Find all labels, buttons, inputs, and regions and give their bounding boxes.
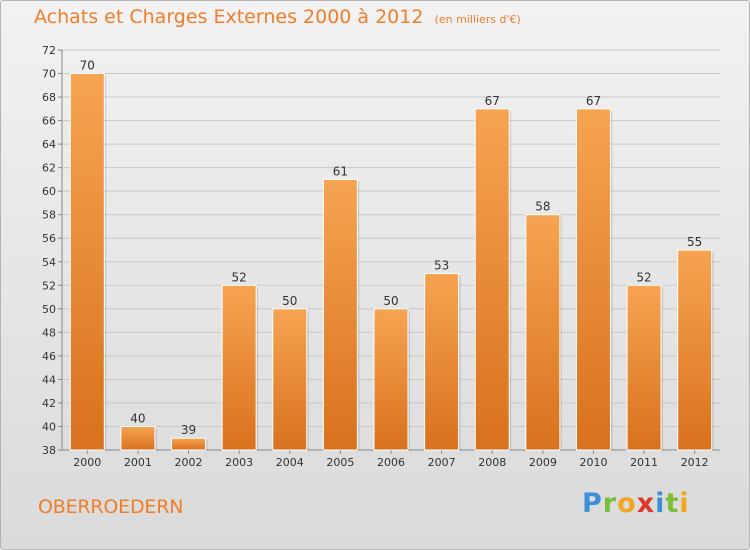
- chart-title-unit: (en milliers d'€): [434, 13, 521, 26]
- y-tick-label: 44: [42, 373, 56, 386]
- bar-2006: [373, 308, 409, 451]
- y-tick-label: 38: [42, 444, 56, 457]
- commune-name: OBERROEDERN: [38, 496, 184, 518]
- bar-2009: [525, 214, 561, 451]
- logo-letter: x: [636, 488, 656, 519]
- x-tick-label: 2004: [276, 456, 304, 469]
- data-labels: 70 40 39 52 50 61 50 53 67 58 67 52 55: [80, 59, 703, 438]
- data-label: 67: [586, 94, 601, 108]
- y-tick-label: 48: [42, 326, 56, 339]
- data-label: 52: [636, 270, 651, 284]
- y-tick-label: 56: [42, 232, 56, 245]
- bar-2004: [272, 308, 308, 451]
- y-tick-label: 70: [42, 68, 56, 81]
- bar-2003: [221, 284, 257, 451]
- y-tick-label: 68: [42, 91, 56, 104]
- bar-2002: [171, 437, 207, 451]
- y-tick-label: 54: [42, 256, 56, 269]
- data-label: 55: [687, 235, 702, 249]
- bar-2010: [575, 108, 611, 451]
- y-tick-label: 46: [42, 350, 56, 363]
- x-tick-label: 2007: [428, 456, 456, 469]
- data-label: 50: [282, 294, 297, 308]
- proxiti-logo[interactable]: Proxiti: [582, 488, 690, 519]
- logo-letter: i: [679, 488, 690, 519]
- data-label: 61: [333, 164, 348, 178]
- logo-letter: o: [617, 488, 637, 519]
- y-tick-label: 62: [42, 162, 56, 175]
- bar-2007: [424, 273, 460, 451]
- y-tick-label: 58: [42, 209, 56, 222]
- x-tick-label: 2001: [124, 456, 152, 469]
- bar-2005: [322, 178, 358, 451]
- bar-2012: [677, 249, 713, 451]
- x-tick-label: 2006: [377, 456, 405, 469]
- bar-2000: [69, 73, 105, 451]
- y-tick-label: 66: [42, 115, 56, 128]
- logo-letter: r: [602, 488, 618, 519]
- data-label: 50: [383, 294, 398, 308]
- bar-2001: [120, 425, 156, 451]
- data-label: 39: [181, 423, 196, 437]
- data-label: 53: [434, 259, 449, 273]
- bar-2008: [474, 108, 510, 451]
- data-label: 58: [535, 200, 550, 214]
- x-tick-label: 2005: [326, 456, 354, 469]
- data-label: 40: [130, 411, 145, 425]
- y-tick-label: 40: [42, 420, 56, 433]
- y-tick-label: 42: [42, 397, 56, 410]
- chart-title-main: Achats et Charges Externes 2000 à 2012: [34, 6, 424, 28]
- logo-letter: i: [655, 488, 666, 519]
- x-tick-label: 2012: [681, 456, 709, 469]
- data-label: 52: [232, 270, 247, 284]
- bar-2011: [626, 284, 662, 451]
- data-label: 70: [80, 59, 95, 73]
- x-tick-label: 2008: [478, 456, 506, 469]
- chart-title: Achats et Charges Externes 2000 à 2012 (…: [34, 6, 521, 28]
- x-tick-label: 2009: [529, 456, 557, 469]
- data-label: 67: [485, 94, 500, 108]
- y-tick-label: 60: [42, 185, 56, 198]
- x-tick-label: 2011: [630, 456, 658, 469]
- x-tick-label: 2002: [175, 456, 203, 469]
- y-tick-label: 52: [42, 279, 56, 292]
- logo-letter: t: [665, 488, 680, 519]
- y-tick-label: 72: [42, 44, 56, 57]
- y-tick-label: 50: [42, 303, 56, 316]
- x-tick-label: 2000: [73, 456, 101, 469]
- y-tick-label: 64: [42, 138, 56, 151]
- logo-letter: P: [582, 488, 603, 519]
- x-tick-label: 2010: [579, 456, 607, 469]
- x-tick-label: 2003: [225, 456, 253, 469]
- bars: [69, 73, 714, 451]
- axes: 38 40 42 44 46 48 50 52 54 56 58 60 62 64 66 68 70 72 2000…: [42, 44, 720, 469]
